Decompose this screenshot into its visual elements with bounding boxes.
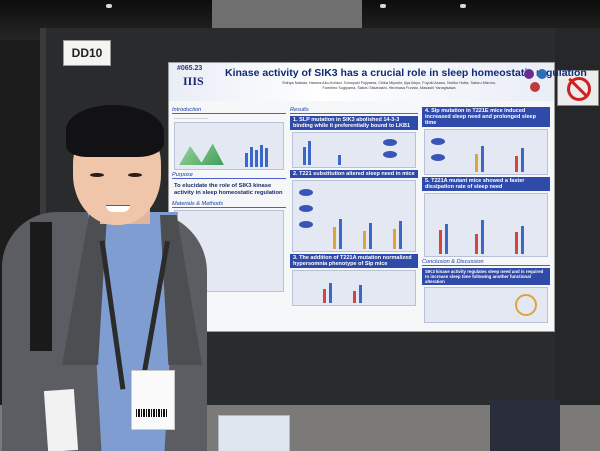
- figure-bar: [521, 226, 524, 254]
- university-logos: [524, 69, 550, 95]
- poster-header: #065.23 IIIS Kinase activity of SIK3 has…: [169, 63, 587, 101]
- intro-figure: [174, 122, 284, 171]
- conclusion-figure: [424, 287, 548, 323]
- institute-logo: IIIS: [183, 74, 204, 88]
- figure-bar: [515, 156, 518, 172]
- poster-middle-column: Results 1. SLP mutation in SIK3 abolishe…: [290, 105, 418, 327]
- figure-bar: [323, 289, 326, 303]
- figure-bar: [475, 154, 478, 172]
- figure-bar: [265, 148, 268, 168]
- presenter-eye: [128, 173, 142, 177]
- result-2-heading: 2. T221 substitution altered sleep need …: [290, 170, 418, 178]
- figure-bar: [521, 148, 524, 172]
- mouse-icon: [299, 221, 313, 228]
- prohibition-icon: [567, 77, 591, 101]
- logo-mark: [530, 82, 540, 92]
- blot-image: [383, 139, 397, 146]
- bag-strap: [30, 222, 52, 351]
- figure-bar: [353, 291, 356, 303]
- section-introduction: Introduction: [172, 107, 286, 114]
- conclusion-statement: SIK3 kinase activity regulates sleep nee…: [422, 268, 550, 285]
- mouse-icon: [431, 154, 445, 161]
- poster-id: #065.23: [177, 65, 203, 72]
- result-3-heading: 3. The addition of T221A mutation normal…: [290, 254, 418, 268]
- result-2-figure: [292, 180, 416, 252]
- figure-bar: [445, 224, 448, 254]
- pillar: [212, 0, 362, 30]
- figure-bar: [338, 155, 341, 165]
- figure-bar: [333, 227, 336, 249]
- mouse-icon: [431, 138, 445, 145]
- figure-bar: [260, 145, 263, 168]
- result-4-figure: [424, 129, 548, 175]
- figure-bar: [475, 234, 478, 254]
- section-purpose: Purpose: [172, 172, 286, 180]
- figure-bar: [303, 147, 306, 165]
- presenter-hair: [66, 105, 164, 157]
- section-methods: Materials & Methods: [172, 201, 286, 209]
- section-conclusion: Conclusion & Discussion: [422, 259, 550, 266]
- mouse-icon: [299, 205, 313, 212]
- logo-mark: [537, 69, 547, 79]
- passerby-legs: [490, 400, 560, 451]
- poster-title: Kinase activity of SIK3 has a crucial ro…: [225, 67, 587, 79]
- purpose-statement: To elucidate the role of SIK3 kinase act…: [174, 183, 283, 197]
- name-badge: [131, 370, 175, 430]
- research-poster: #065.23 IIIS Kinase activity of SIK3 has…: [168, 62, 587, 332]
- mouse-icon: [299, 189, 313, 196]
- figure-bar: [393, 229, 396, 249]
- figure-bar: [399, 221, 402, 249]
- result-3-figure: [292, 270, 416, 306]
- blot-image: [383, 151, 397, 158]
- result-5-heading: 5. T221A mutant mice showed a faster dis…: [422, 177, 550, 191]
- presenter-smile: [106, 205, 130, 212]
- poster-right-column: 4. Slp mutation in T221E mice induced in…: [422, 105, 550, 327]
- result-1-heading: 1. SLP mutation in SIK3 abolished 14-3-3…: [290, 116, 418, 130]
- logo-mark: [524, 69, 534, 79]
- figure-bar: [245, 153, 248, 168]
- booth-sign: DD10: [63, 40, 111, 66]
- ceiling-light: [106, 4, 112, 8]
- result-4-heading: 4. Slp mutation in T221E mice induced in…: [422, 107, 550, 127]
- presenter-eye: [90, 173, 104, 177]
- result-1-figure: [292, 132, 416, 168]
- result-5-figure: [424, 193, 548, 257]
- section-results: Results: [290, 107, 418, 114]
- figure-bar: [359, 285, 362, 303]
- intro-body: ⎯⎯⎯⎯⎯⎯⎯⎯⎯⎯⎯⎯⎯⎯⎯⎯⎯⎯⎯⎯: [174, 116, 208, 120]
- figure-bar: [481, 146, 484, 172]
- figure-bar: [308, 141, 311, 165]
- figure-bar: [481, 220, 484, 254]
- ceiling-light: [380, 4, 386, 8]
- figure-bar: [329, 283, 332, 303]
- figure-bar: [255, 150, 258, 168]
- no-photo-sign: [557, 70, 599, 106]
- ceiling-light: [460, 4, 466, 8]
- figure-bar: [250, 147, 253, 168]
- program-book: [218, 415, 290, 451]
- figure-bar: [515, 232, 518, 254]
- figure-bar: [339, 219, 342, 249]
- model-diagram: [515, 294, 537, 316]
- poster-authors: Shinya Nakata, Haruna Ako-Kohkoi, Tomoyu…: [282, 81, 496, 90]
- held-paper: [43, 389, 79, 451]
- figure-bar: [363, 231, 366, 249]
- badge-barcode: [136, 409, 168, 417]
- figure-bar: [369, 223, 372, 249]
- figure-bar: [439, 230, 442, 254]
